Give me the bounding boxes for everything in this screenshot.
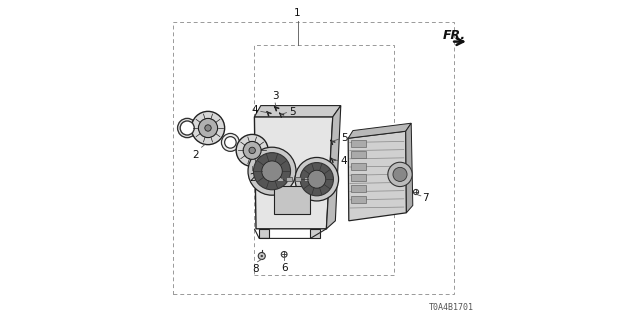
- Circle shape: [253, 153, 291, 190]
- Text: 7: 7: [422, 193, 429, 203]
- Text: 1: 1: [294, 8, 301, 18]
- Circle shape: [413, 189, 419, 195]
- Text: 5: 5: [290, 107, 296, 117]
- Circle shape: [180, 121, 195, 135]
- Circle shape: [178, 118, 197, 138]
- Polygon shape: [254, 106, 340, 117]
- Text: 4: 4: [340, 156, 348, 166]
- Text: 4: 4: [251, 105, 258, 116]
- Polygon shape: [326, 106, 340, 229]
- Circle shape: [205, 125, 211, 131]
- Bar: [277, 177, 283, 181]
- Text: T0A4B1701: T0A4B1701: [429, 303, 474, 312]
- Circle shape: [198, 118, 218, 138]
- Circle shape: [236, 134, 268, 166]
- Bar: [351, 185, 366, 192]
- Circle shape: [243, 141, 261, 159]
- Polygon shape: [406, 123, 413, 213]
- Bar: [351, 163, 366, 170]
- Text: 5: 5: [340, 133, 348, 143]
- Circle shape: [225, 137, 236, 148]
- Circle shape: [295, 157, 339, 201]
- Polygon shape: [259, 229, 269, 238]
- Circle shape: [262, 161, 282, 181]
- Circle shape: [388, 162, 412, 187]
- Circle shape: [261, 255, 262, 257]
- Bar: [304, 177, 310, 181]
- Bar: [351, 174, 366, 181]
- Polygon shape: [348, 131, 406, 221]
- Text: 8: 8: [253, 264, 259, 274]
- Circle shape: [259, 252, 265, 260]
- Bar: [351, 151, 366, 158]
- Circle shape: [249, 147, 255, 154]
- Circle shape: [308, 170, 326, 188]
- Polygon shape: [310, 229, 320, 238]
- Circle shape: [300, 163, 333, 196]
- Bar: [286, 177, 292, 181]
- Text: 6: 6: [281, 263, 287, 273]
- Bar: [173, 22, 454, 294]
- Polygon shape: [254, 117, 333, 229]
- Text: 3: 3: [272, 91, 278, 101]
- Bar: [274, 186, 310, 214]
- Bar: [351, 140, 366, 147]
- Circle shape: [221, 133, 239, 151]
- Text: FR.: FR.: [442, 29, 465, 42]
- Circle shape: [248, 147, 296, 195]
- Polygon shape: [348, 123, 412, 138]
- Bar: [351, 196, 366, 203]
- Text: 2: 2: [249, 173, 255, 183]
- Bar: [254, 45, 394, 275]
- Bar: [295, 177, 301, 181]
- Circle shape: [393, 167, 407, 181]
- Text: 2: 2: [192, 150, 198, 160]
- Circle shape: [282, 252, 287, 257]
- Circle shape: [191, 111, 225, 145]
